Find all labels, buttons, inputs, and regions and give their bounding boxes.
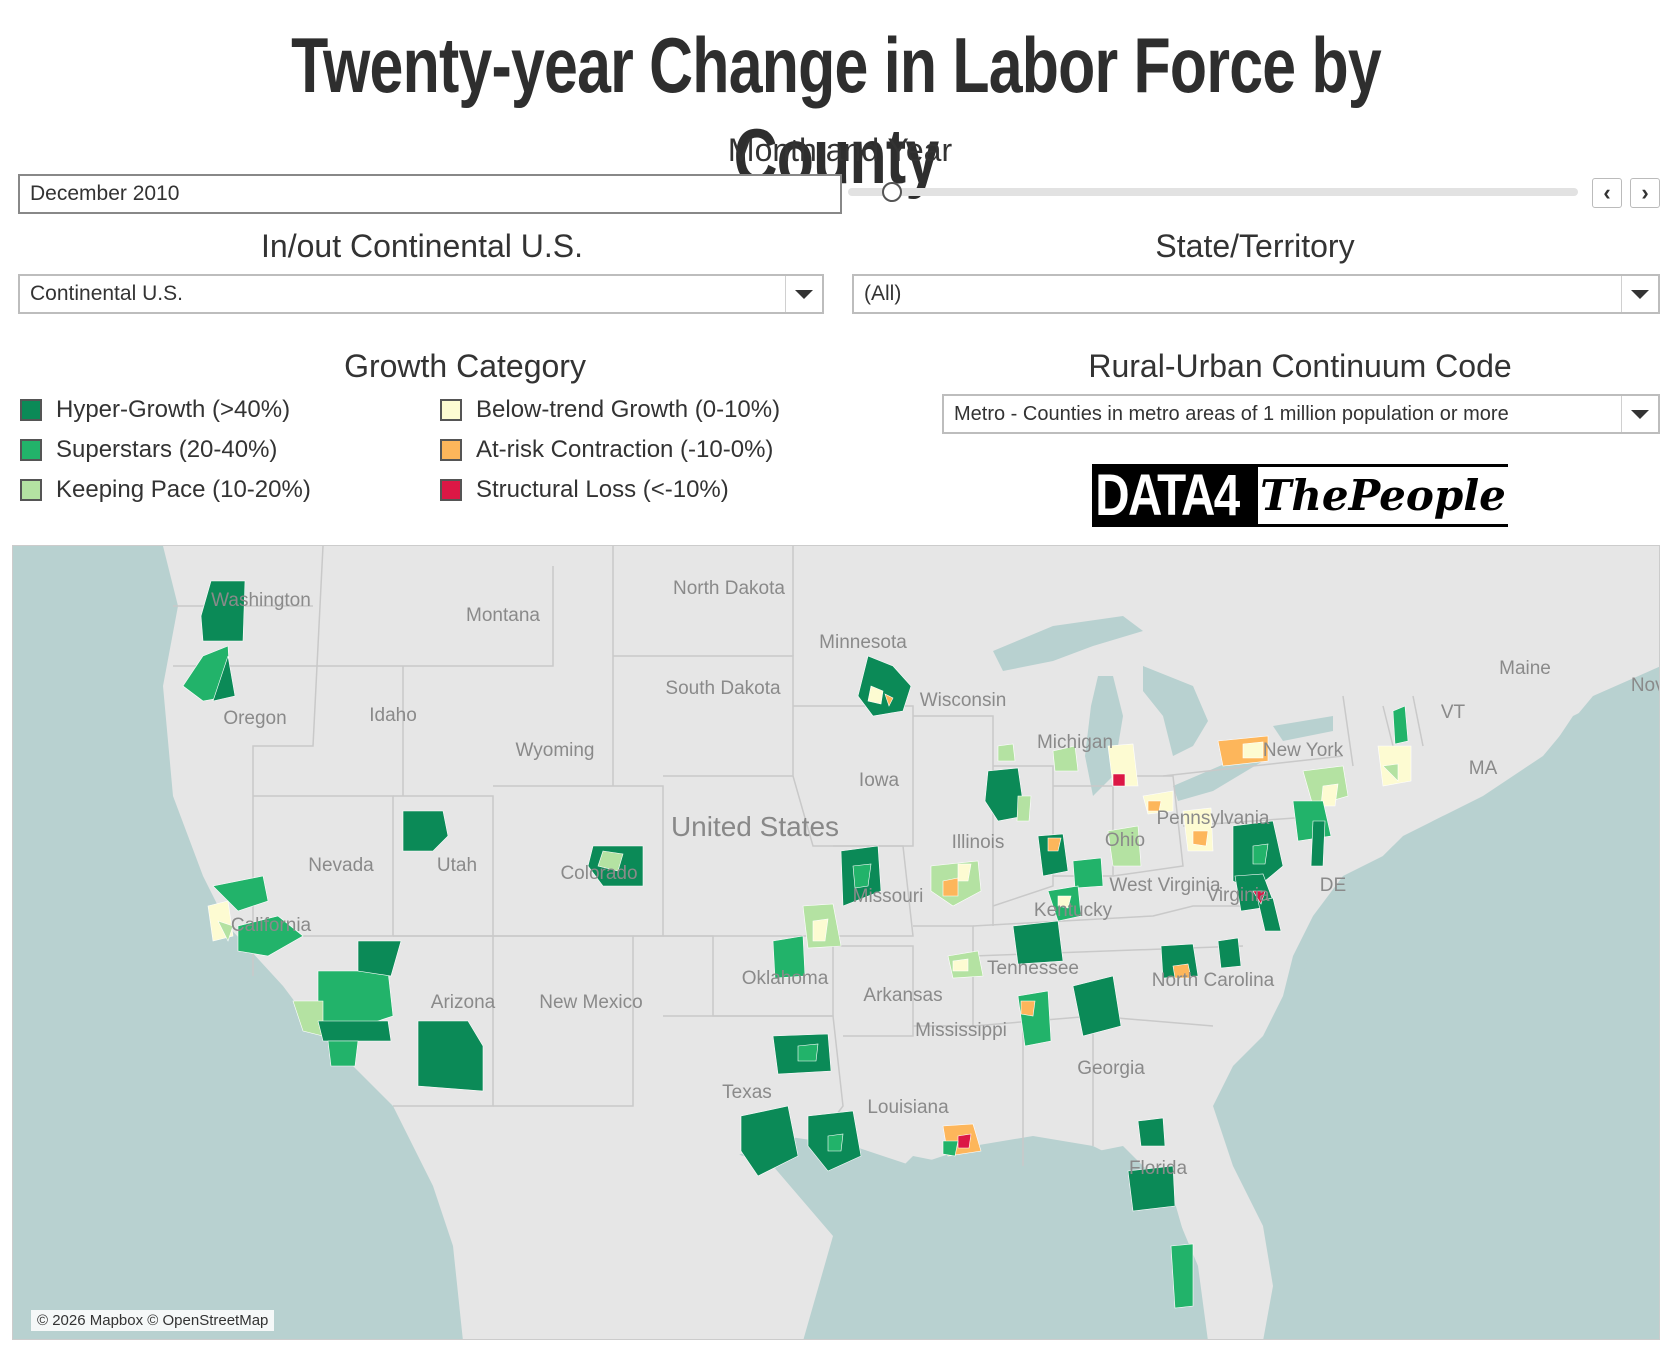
rucc-value: Metro - Counties in metro areas of 1 mil…: [954, 402, 1509, 425]
legend-swatch: [440, 479, 462, 501]
in-out-value: Continental U.S.: [30, 282, 183, 305]
place-label: North Dakota: [673, 578, 785, 599]
place-label: South Dakota: [665, 678, 781, 699]
legend-label: Hyper-Growth (>40%): [56, 396, 291, 423]
state-value: (All): [864, 282, 902, 305]
data4thepeople-logo: DATA4 ThePeople: [1092, 463, 1508, 528]
place-label: Wyoming: [515, 740, 594, 761]
place-label: MA: [1469, 758, 1498, 779]
place-label: Idaho: [369, 705, 417, 726]
place-label: Oregon: [223, 708, 286, 729]
place-label: Kentucky: [1034, 900, 1113, 921]
legend-label: Below-trend Growth (0-10%): [476, 396, 781, 423]
place-label: Texas: [722, 1082, 772, 1103]
county-map[interactable]: Washington Montana North Dakota Minnesot…: [12, 545, 1660, 1340]
legend-label: Superstars (20-40%): [56, 436, 278, 463]
place-label: DE: [1320, 875, 1346, 896]
lake-ontario: [1273, 716, 1333, 741]
rucc-label: Rural-Urban Continuum Code: [1088, 348, 1512, 384]
logo-right-text: ThePeople: [1258, 467, 1508, 524]
place-label: Wisconsin: [920, 690, 1007, 711]
month-year-value: December 2010: [30, 182, 180, 205]
state-label: State/Territory: [1155, 228, 1355, 264]
place-label: Arizona: [431, 992, 496, 1013]
legend-label: At-risk Contraction (-10-0%): [476, 436, 774, 463]
chevron-down-icon[interactable]: [1621, 396, 1658, 432]
legend-swatch: [20, 399, 42, 421]
legend-item[interactable]: Superstars (20-40%): [20, 436, 277, 464]
lake-huron: [1143, 666, 1208, 756]
place-label: Colorado: [560, 863, 637, 884]
chevron-right-icon: ›: [1641, 180, 1649, 205]
legend-label: Keeping Pace (10-20%): [56, 476, 311, 503]
in-out-label: In/out Continental U.S.: [261, 228, 583, 264]
place-label: California: [231, 915, 312, 936]
place-label: Nevada: [308, 855, 374, 876]
place-label: Tennessee: [987, 958, 1079, 979]
legend-item[interactable]: Keeping Pace (10-20%): [20, 476, 311, 504]
legend-item[interactable]: At-risk Contraction (-10-0%): [440, 436, 773, 464]
legend-label: Structural Loss (<-10%): [476, 476, 729, 503]
lake-superior: [993, 616, 1143, 671]
map-attribution[interactable]: © 2026 Mapbox © OpenStreetMap: [31, 1310, 275, 1331]
logo-left-text: DATA4: [1095, 463, 1240, 528]
legend-item[interactable]: Below-trend Growth (0-10%): [440, 396, 780, 424]
county-shapes: [182, 580, 1412, 1309]
in-out-dropdown[interactable]: Continental U.S.: [18, 274, 824, 314]
map-canvas[interactable]: Washington Montana North Dakota Minnesot…: [13, 546, 1660, 1340]
previous-button[interactable]: ‹: [1592, 178, 1622, 208]
month-year-slider-handle[interactable]: [881, 182, 902, 202]
month-year-slider-track[interactable]: [848, 188, 1578, 196]
chevron-down-icon[interactable]: [1621, 276, 1658, 312]
place-label: Mississippi: [915, 1020, 1007, 1041]
place-label: Utah: [437, 855, 477, 876]
place-label: Iowa: [859, 770, 900, 791]
land-mexico: [393, 1106, 833, 1339]
place-label: North Carolina: [1152, 970, 1275, 991]
place-label: West Virginia: [1109, 875, 1221, 896]
legend-swatch: [20, 439, 42, 461]
place-label: Oklahoma: [742, 968, 829, 989]
place-label: Georgia: [1077, 1058, 1145, 1079]
legend-swatch: [20, 479, 42, 501]
place-label: Ohio: [1105, 830, 1145, 851]
place-label: New York: [1263, 740, 1344, 761]
legend-swatch: [440, 439, 462, 461]
chevron-down-icon[interactable]: [785, 276, 822, 312]
country-label: United States: [671, 811, 839, 842]
place-label: Washington: [211, 590, 311, 611]
legend-item[interactable]: Structural Loss (<-10%): [440, 476, 729, 504]
state-dropdown[interactable]: (All): [852, 274, 1660, 314]
place-label: Arkansas: [863, 985, 942, 1006]
place-label: Illinois: [952, 832, 1005, 853]
rucc-dropdown[interactable]: Metro - Counties in metro areas of 1 mil…: [942, 394, 1660, 434]
month-year-input[interactable]: December 2010: [18, 174, 842, 214]
legend-swatch: [440, 399, 462, 421]
next-button[interactable]: ›: [1630, 178, 1660, 208]
legend-item[interactable]: Hyper-Growth (>40%): [20, 396, 290, 424]
place-label: Missouri: [853, 886, 924, 907]
chevron-left-icon: ‹: [1603, 180, 1611, 205]
gulf-of-california: [383, 1106, 463, 1339]
place-label: Nova: [1631, 675, 1660, 696]
page-title: Twenty-year Change in Labor Force by Cou…: [291, 21, 1382, 200]
place-label: Michigan: [1037, 732, 1113, 753]
month-year-label: Month and Year: [727, 132, 953, 168]
place-label: Louisiana: [867, 1097, 949, 1118]
place-label: Minnesota: [819, 632, 907, 653]
place-label: Florida: [1129, 1158, 1188, 1179]
place-label: Montana: [466, 605, 540, 626]
place-label: New Mexico: [539, 992, 642, 1013]
place-label: Maine: [1499, 658, 1551, 679]
pacific-ocean: [13, 546, 443, 1339]
place-label: Pennsylvania: [1156, 808, 1269, 829]
atlantic-ocean: [1223, 666, 1659, 1339]
place-label: VT: [1441, 702, 1466, 723]
growth-category-label: Growth Category: [344, 348, 586, 384]
place-label: Virginia: [1206, 885, 1269, 906]
